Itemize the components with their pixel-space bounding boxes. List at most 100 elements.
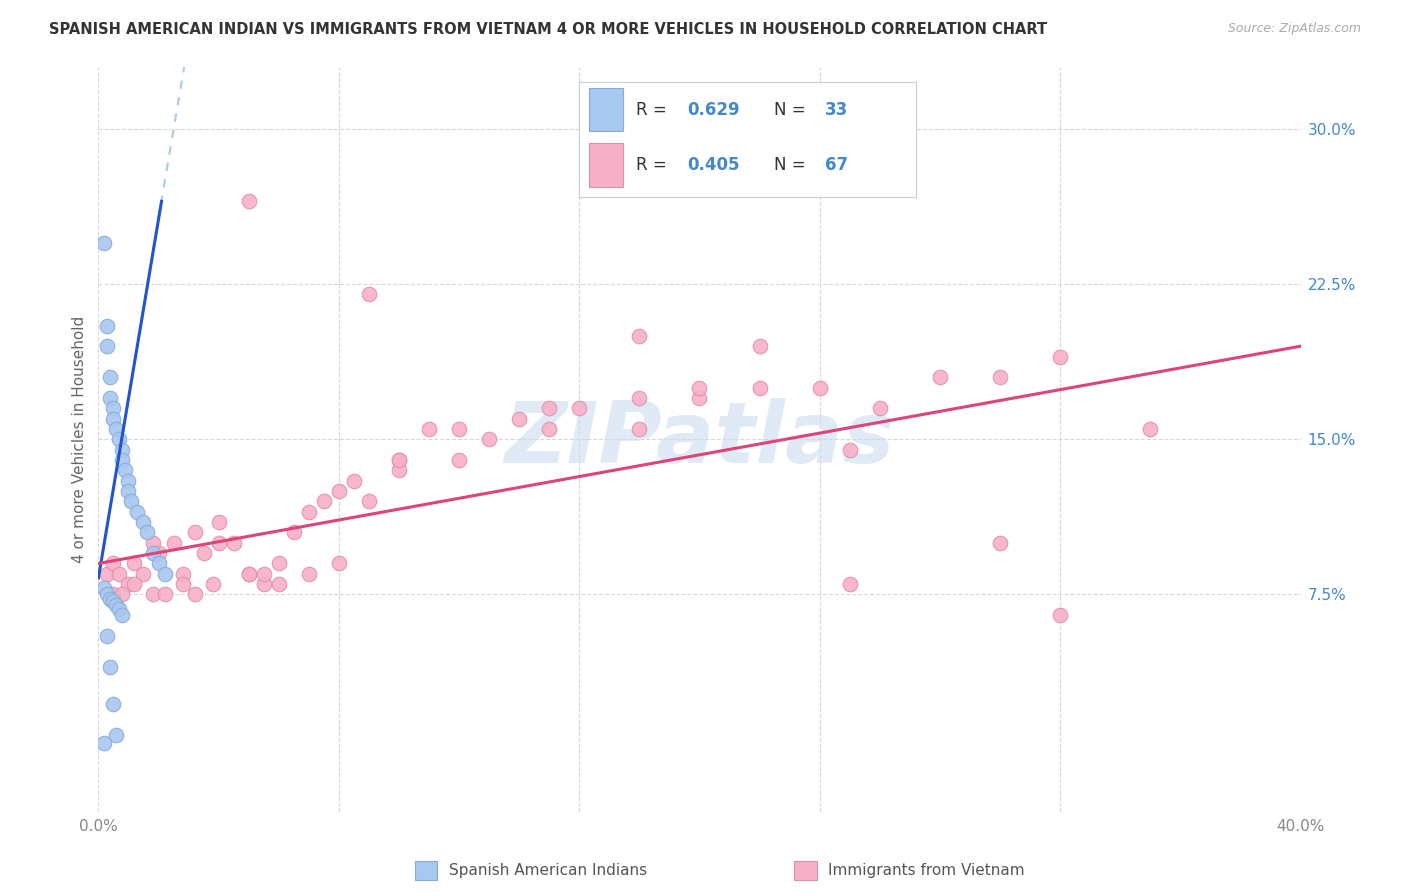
- Point: [538, 401, 561, 416]
- Point: [689, 391, 711, 405]
- Text: Source: ZipAtlas.com: Source: ZipAtlas.com: [1227, 22, 1361, 36]
- Point: [103, 411, 125, 425]
- Point: [108, 566, 131, 581]
- Point: [298, 566, 321, 581]
- Point: [100, 370, 122, 384]
- Point: [172, 577, 194, 591]
- Point: [93, 235, 115, 250]
- Point: [869, 401, 891, 416]
- Point: [628, 391, 651, 405]
- Point: [132, 566, 155, 581]
- Point: [162, 535, 184, 549]
- Point: [208, 535, 231, 549]
- Point: [153, 566, 176, 581]
- Point: [108, 433, 131, 447]
- Point: [96, 629, 118, 643]
- Point: [328, 483, 350, 498]
- Point: [478, 433, 501, 447]
- Point: [1049, 608, 1071, 623]
- Point: [96, 566, 118, 581]
- Point: [838, 577, 860, 591]
- Point: [103, 401, 125, 416]
- Point: [111, 608, 134, 623]
- Point: [111, 442, 134, 457]
- Point: [418, 422, 440, 436]
- Point: [117, 474, 139, 488]
- Point: [111, 587, 134, 601]
- Point: [838, 442, 860, 457]
- Point: [929, 370, 952, 384]
- Point: [111, 453, 134, 467]
- Point: [96, 339, 118, 353]
- Point: [172, 566, 194, 581]
- Point: [1139, 422, 1161, 436]
- Point: [141, 535, 163, 549]
- Point: [253, 577, 276, 591]
- Text: Immigrants from Vietnam: Immigrants from Vietnam: [828, 863, 1025, 878]
- Point: [267, 557, 290, 571]
- Point: [447, 453, 470, 467]
- Point: [328, 557, 350, 571]
- Point: [103, 593, 125, 607]
- Point: [748, 381, 770, 395]
- Point: [538, 422, 561, 436]
- Point: [628, 329, 651, 343]
- Point: [201, 577, 224, 591]
- Point: [124, 557, 146, 571]
- Point: [141, 546, 163, 560]
- Point: [253, 566, 276, 581]
- Point: [808, 381, 831, 395]
- Point: [96, 318, 118, 333]
- Point: [132, 515, 155, 529]
- Point: [103, 697, 125, 711]
- Point: [103, 587, 125, 601]
- Point: [988, 370, 1011, 384]
- Point: [93, 582, 115, 596]
- Point: [153, 587, 176, 601]
- Point: [628, 422, 651, 436]
- Point: [183, 587, 205, 601]
- Point: [96, 587, 118, 601]
- Point: [238, 194, 260, 209]
- Point: [127, 505, 149, 519]
- Point: [141, 587, 163, 601]
- Point: [343, 474, 366, 488]
- Point: [105, 422, 128, 436]
- Point: [208, 515, 231, 529]
- Point: [568, 401, 591, 416]
- Point: [100, 660, 122, 674]
- Point: [388, 463, 411, 477]
- Point: [748, 339, 770, 353]
- Point: [93, 736, 115, 750]
- Point: [105, 598, 128, 612]
- Point: [388, 453, 411, 467]
- Y-axis label: 4 or more Vehicles in Household: 4 or more Vehicles in Household: [72, 316, 87, 563]
- Point: [222, 535, 245, 549]
- Point: [1049, 350, 1071, 364]
- Text: Spanish American Indians: Spanish American Indians: [449, 863, 647, 878]
- Point: [388, 453, 411, 467]
- Point: [148, 546, 170, 560]
- Point: [124, 577, 146, 591]
- Point: [447, 422, 470, 436]
- Point: [121, 494, 143, 508]
- Point: [183, 525, 205, 540]
- Point: [238, 566, 260, 581]
- Point: [103, 557, 125, 571]
- Point: [238, 566, 260, 581]
- Point: [508, 411, 530, 425]
- Point: [135, 525, 157, 540]
- Point: [357, 287, 380, 301]
- Point: [108, 602, 131, 616]
- Point: [689, 381, 711, 395]
- Point: [267, 577, 290, 591]
- Point: [117, 483, 139, 498]
- Point: [100, 391, 122, 405]
- Point: [298, 505, 321, 519]
- Point: [114, 463, 136, 477]
- Point: [105, 728, 128, 742]
- Point: [148, 557, 170, 571]
- Point: [283, 525, 305, 540]
- Point: [357, 494, 380, 508]
- Text: SPANISH AMERICAN INDIAN VS IMMIGRANTS FROM VIETNAM 4 OR MORE VEHICLES IN HOUSEHO: SPANISH AMERICAN INDIAN VS IMMIGRANTS FR…: [49, 22, 1047, 37]
